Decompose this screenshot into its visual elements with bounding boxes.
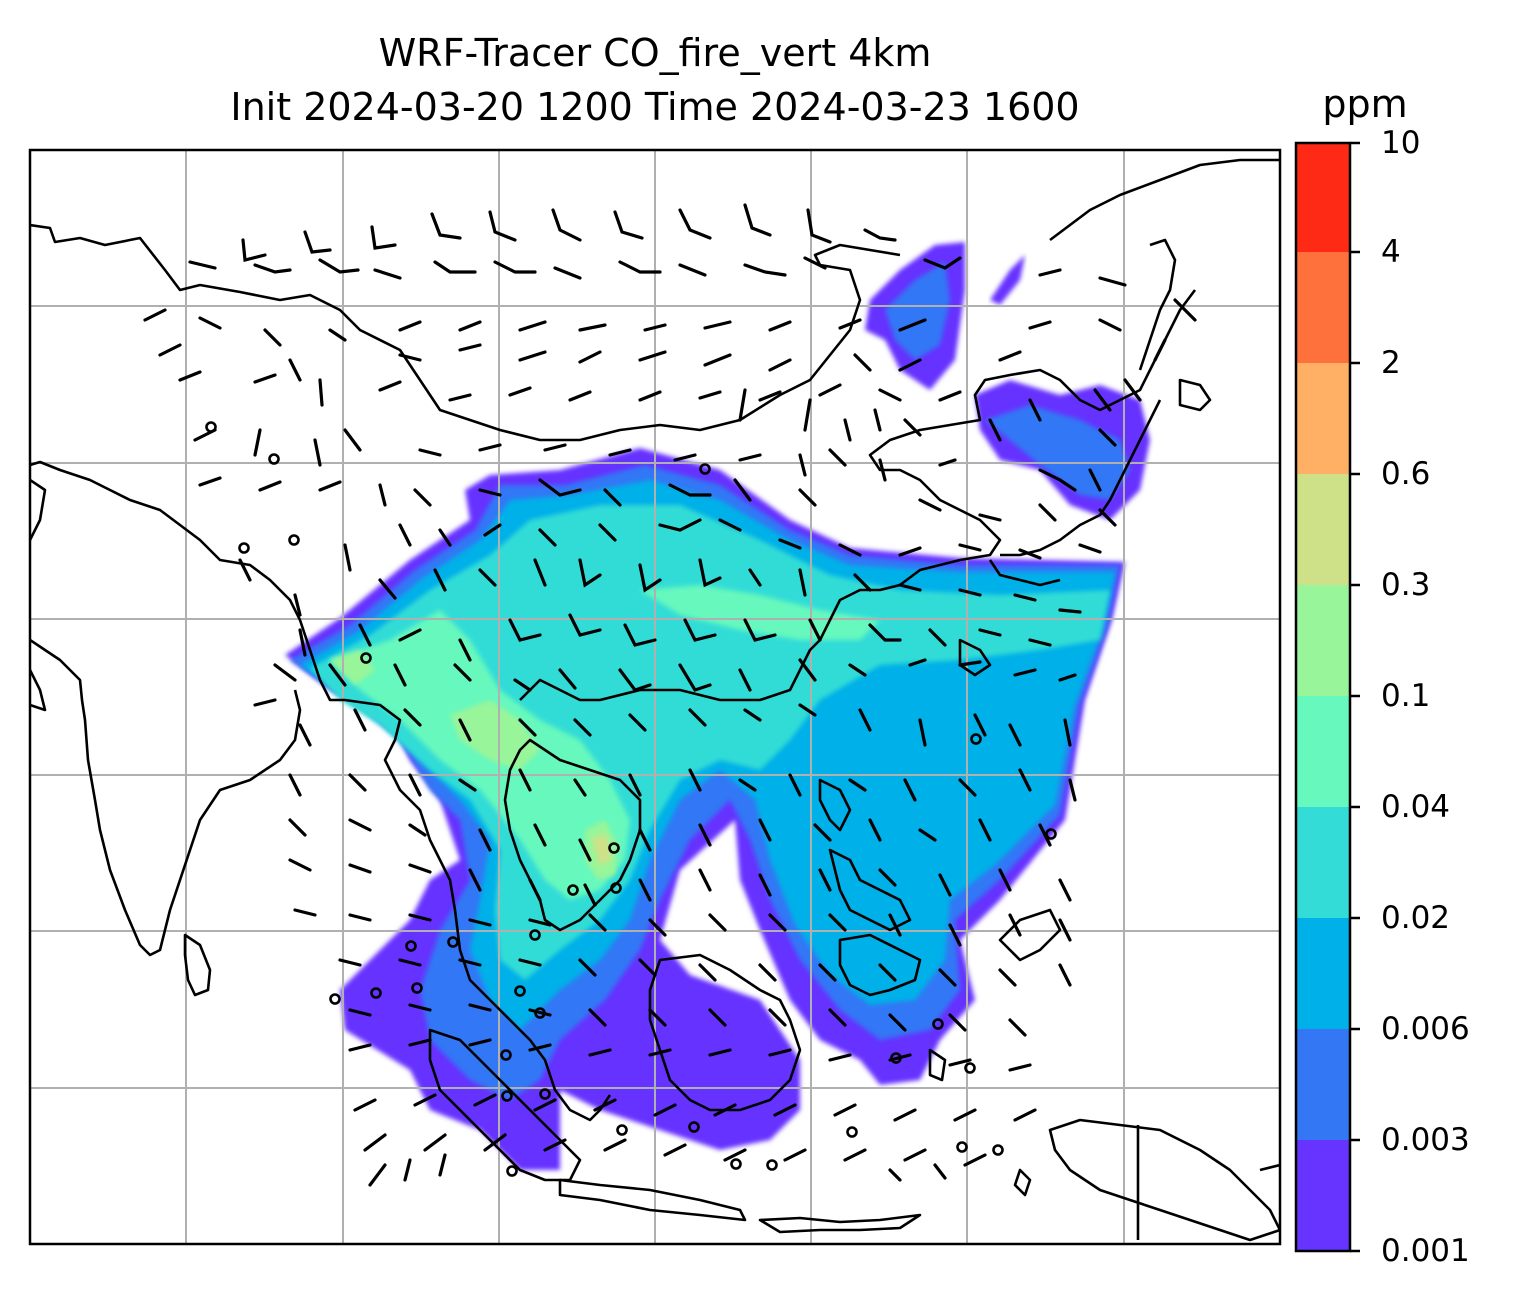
- colorbar-tick-label: 10: [1381, 125, 1421, 161]
- contour-0.1-my: [330, 650, 375, 685]
- contour-0.3: [592, 834, 612, 866]
- colorbar-tick-label: 0.02: [1381, 900, 1451, 936]
- colorbar-band-0.02: [1296, 807, 1350, 918]
- colorbar-band-0.006: [1296, 918, 1350, 1029]
- map-area: [30, 150, 1280, 1244]
- calm-wind-markers: [205, 421, 1057, 1177]
- colorbar-band-0.04: [1296, 696, 1350, 807]
- colorbar-units: ppm: [1322, 82, 1408, 126]
- colorbar-tick-label: 0.001: [1381, 1233, 1470, 1269]
- contour-0.003-north: [885, 262, 950, 360]
- wind-barbs: [143, 203, 1197, 1187]
- colorbar-band-0.1: [1296, 585, 1350, 696]
- map-frame: [28, 148, 1282, 1246]
- colorbar-band-0.3: [1296, 474, 1350, 585]
- colorbar-tick-label: 0.04: [1381, 789, 1451, 825]
- colorbar-ticks: [1350, 141, 1360, 1253]
- colorbar-tick-label: 0.1: [1381, 678, 1431, 714]
- chart-title-line2: Init 2024-03-20 1200 Time 2024-03-23 160…: [230, 85, 1080, 129]
- chart-title-line1: WRF-Tracer CO_fire_vert 4km: [378, 31, 932, 75]
- colorbar-tick-label: 2: [1381, 345, 1401, 381]
- colorbar-band-0.6: [1296, 363, 1350, 474]
- contour-0.02: [310, 505, 1110, 980]
- colorbar-tick-label: 0.006: [1381, 1011, 1470, 1047]
- map-gridlines: [30, 150, 1280, 1244]
- colorbar-tick-label: 0.6: [1381, 456, 1431, 492]
- colorbar-band-0.003: [1296, 1029, 1350, 1140]
- colorbar-band-4: [1296, 143, 1350, 252]
- colorbar-tick-label: 0.003: [1381, 1122, 1470, 1158]
- colorbar-tick-label: 4: [1381, 234, 1401, 270]
- colorbar-band-2: [1296, 252, 1350, 363]
- colorbar-band-0.001: [1296, 1140, 1350, 1251]
- colorbar-tick-label: 0.3: [1381, 567, 1431, 603]
- contour-0.04-band: [640, 585, 880, 640]
- coastlines: [30, 158, 1280, 1242]
- contour-0.001-ne: [990, 255, 1025, 305]
- colorbar: [1294, 141, 1360, 1253]
